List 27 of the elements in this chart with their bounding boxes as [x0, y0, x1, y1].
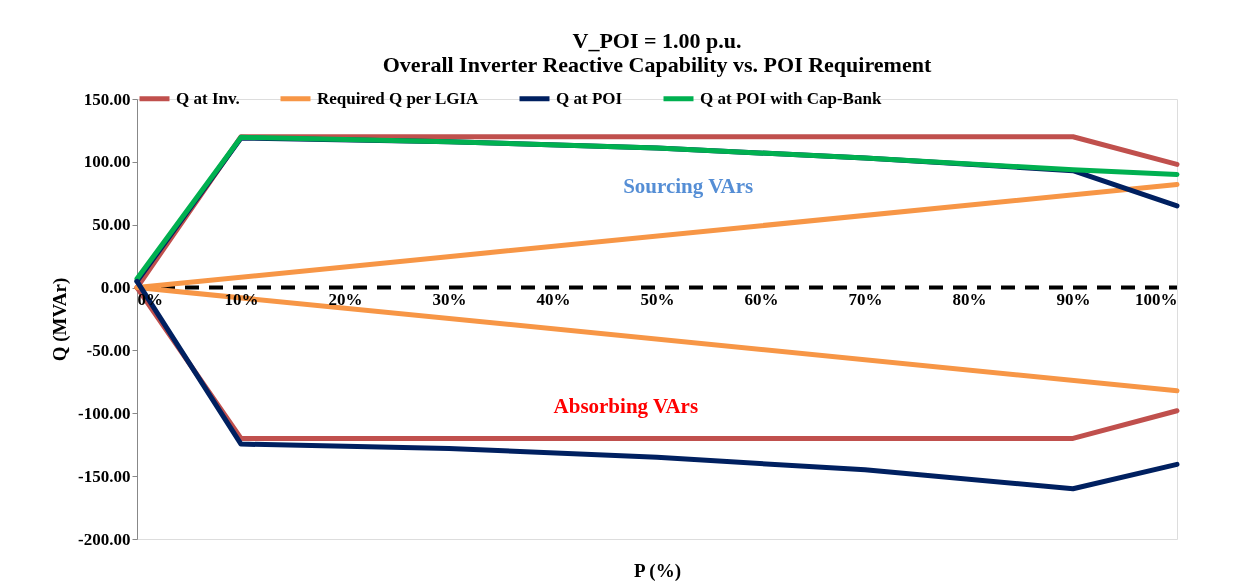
legend-label: Q at POI — [556, 88, 623, 108]
y-axis-title: Q (MVAr) — [49, 277, 72, 362]
y-tick-label: 50.00 — [92, 215, 131, 235]
chart-title: V_POI = 1.00 p.u. Overall Inverter Reactive Capability vs. POI Requirement — [382, 28, 932, 77]
y-tick-label: 100.00 — [83, 152, 131, 172]
annotation: Sourcing VArs — [623, 174, 754, 198]
y-tick-label: -50.00 — [86, 340, 131, 360]
x-tick-label: 40% — [536, 290, 571, 310]
x-tick-label: 100% — [1135, 290, 1178, 310]
x-tick-label: 10% — [224, 290, 259, 310]
annotation: Absorbing VArs — [553, 394, 699, 418]
x-tick-label: 30% — [432, 290, 467, 310]
x-tick-label: 20% — [328, 290, 363, 310]
x-tick-label: 60% — [744, 290, 779, 310]
y-tick-label: 0.00 — [100, 278, 131, 298]
y-tick-label: -150.00 — [78, 466, 131, 486]
x-tick-label: 80% — [952, 290, 987, 310]
x-axis-title: P (%) — [634, 559, 681, 582]
y-tick-label: -200.00 — [78, 529, 131, 549]
x-tick-label: 50% — [640, 290, 675, 310]
y-tick-label: -100.00 — [78, 403, 131, 423]
legend-label: Q at POI with Cap-Bank — [700, 88, 882, 108]
y-tick-label: 150.00 — [83, 89, 131, 109]
legend-label: Required Q per LGIA — [317, 88, 480, 108]
x-tick-label: 90% — [1056, 290, 1091, 310]
legend-label: Q at Inv. — [176, 88, 240, 108]
x-tick-label: 70% — [848, 290, 883, 310]
